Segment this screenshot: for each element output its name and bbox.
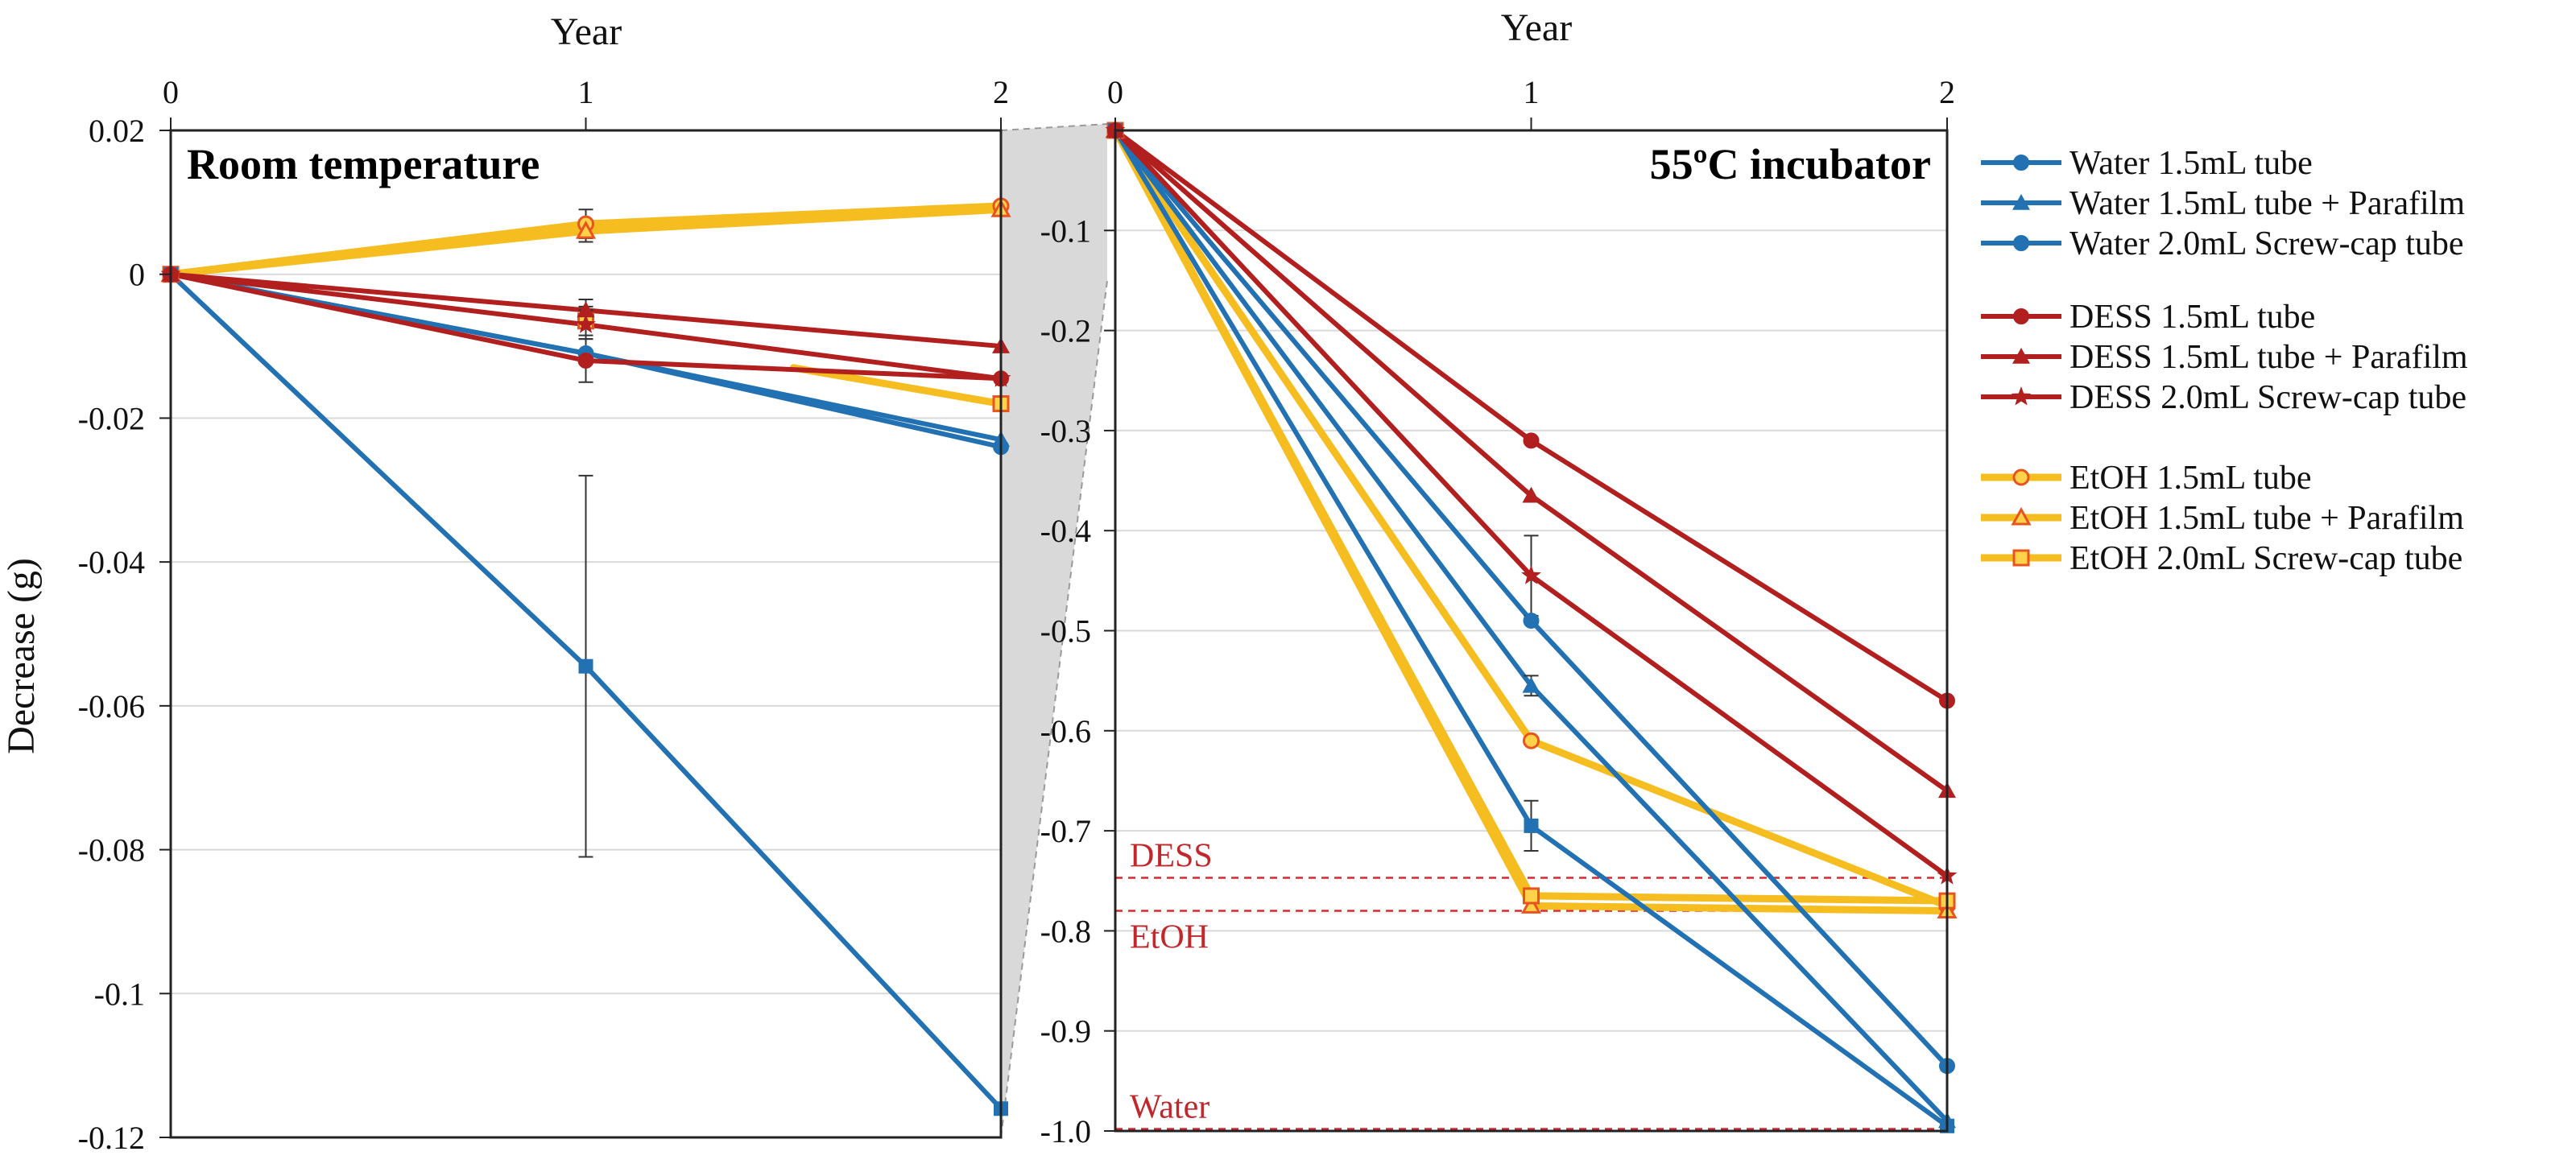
room-series-line (789, 364, 1005, 408)
legend-marker (2012, 194, 2030, 210)
room-y-tick-label: -0.04 (78, 544, 145, 580)
legend-item: DESS 1.5mL tube + Parafilm (1981, 339, 2468, 376)
room-plot-frame (169, 129, 1003, 1139)
legend-label: DESS 1.5mL tube + Parafilm (2069, 339, 2468, 376)
room-x-tick-label: 0 (163, 74, 179, 110)
legend-label: DESS 2.0mL Screw-cap tube (2069, 379, 2466, 416)
incubator-data-point (1521, 565, 1541, 584)
incubator-data-point (1523, 887, 1540, 905)
y-axis-label: Decrease (g) (0, 558, 43, 754)
room-x-axis-label: Year (551, 10, 622, 53)
incubator-y-tick-label: -0.9 (1040, 1013, 1091, 1050)
legend-label: EtOH 1.5mL tube + Parafilm (2069, 500, 2464, 537)
legend-label: EtOH 2.0mL Screw-cap tube (2069, 540, 2462, 577)
room-data-point (578, 658, 593, 674)
zoom-connector-area (1001, 124, 1107, 1137)
incubator-data-point (1522, 676, 1540, 693)
incubator-x-tick-label: 2 (1939, 74, 1955, 110)
legend-item: EtOH 2.0mL Screw-cap tube (1981, 540, 2462, 577)
room-y-tick-label: -0.12 (78, 1120, 145, 1156)
ref-label-etoh: EtOH (1130, 919, 1209, 956)
legend-label: Water 1.5mL tube (2069, 145, 2313, 182)
legend-item: Water 2.0mL Screw-cap tube (1981, 225, 2464, 262)
room-panel-title: Room temperature (187, 140, 540, 188)
legend-marker (2011, 506, 2032, 526)
legend-marker (2012, 549, 2030, 567)
zoom-connector (1000, 123, 1108, 1138)
room-axes: 0.02 0 -0.02 -0.04 -0.06 -0.08 -0.1 -0.12 0 1 2 (78, 74, 1009, 1156)
incubator-y-tick-label: -0.5 (1040, 613, 1091, 650)
room-data-point (575, 221, 597, 239)
legend-item: DESS 2.0mL Screw-cap tube (1981, 379, 2466, 416)
legend-marker (2011, 386, 2032, 406)
legend-label: DESS 1.5mL tube (2069, 299, 2315, 336)
room-y-tick-label: -0.1 (94, 976, 145, 1012)
legend-item: Water 1.5mL tube + Parafilm (1981, 185, 2465, 222)
incubator-data-point (1523, 432, 1540, 449)
room-series (160, 197, 1011, 1116)
incubator-data-point (1522, 486, 1540, 503)
incubator-plot-frame (1114, 129, 1949, 1133)
incubator-x-tick-label: 0 (1107, 74, 1123, 110)
incubator-y-tick-label: -0.6 (1040, 713, 1091, 749)
room-y-tick-label: -0.02 (78, 400, 145, 436)
room-data-point (577, 301, 595, 318)
incubator-y-tick-label: -0.7 (1040, 813, 1091, 849)
room-data-point (577, 352, 594, 369)
incubator-data-point (1523, 613, 1540, 629)
legend-label: Water 1.5mL tube + Parafilm (2069, 185, 2465, 222)
legend-marker (2013, 235, 2029, 251)
incubator-y-tick-label: -0.2 (1040, 313, 1091, 349)
incubator-y-tick-label: -0.8 (1040, 913, 1091, 949)
incubator-x-tick-label: 1 (1524, 74, 1540, 110)
legend-item: EtOH 1.5mL tube (1981, 460, 2312, 497)
room-y-tick-label: 0 (129, 257, 145, 293)
incubator-panel-title: 55ºC incubator (1650, 140, 1931, 188)
legend-marker (2012, 348, 2030, 364)
legend-label: EtOH 1.5mL tube (2069, 460, 2312, 497)
room-data-point (576, 314, 596, 333)
legend-marker (2013, 308, 2029, 324)
legend-marker (2013, 155, 2029, 171)
legend-item: DESS 1.5mL tube (1981, 299, 2315, 336)
room-y-tick-label: -0.08 (78, 832, 145, 869)
incubator-y-tick-label: -1.0 (1040, 1113, 1091, 1149)
incubator-y-tick-label: -0.4 (1040, 513, 1091, 549)
incubator-y-tick-label: -0.3 (1040, 413, 1091, 449)
room-x-tick-label: 2 (993, 74, 1009, 110)
incubator-data-point (1524, 818, 1539, 833)
incubator-data-point (1523, 732, 1540, 749)
zoom-connector-edge (1000, 280, 1108, 1138)
legend-item: EtOH 1.5mL tube + Parafilm (1981, 500, 2464, 537)
incubator-series (1105, 119, 1958, 1133)
panel-room-temperature: 0.02 0 -0.02 -0.04 -0.06 -0.08 -0.1 -0.12 0 1 2 Ro… (78, 10, 1011, 1156)
ref-label-dess: DESS (1130, 838, 1213, 875)
room-y-tick-label: 0.02 (89, 113, 145, 149)
legend-item: Water 1.5mL tube (1981, 145, 2313, 182)
legend-marker (2012, 468, 2030, 486)
room-y-tick-label: -0.06 (78, 688, 145, 724)
room-x-tick-label: 1 (578, 74, 594, 110)
incubator-x-axis-label: Year (1501, 6, 1572, 49)
incubator-axes: -0.1 -0.2 -0.3 -0.4 -0.5 -0.6 -0.7 -0.8 -0.9 -1.0… (1040, 74, 1955, 1149)
ref-label-water: Water (1130, 1089, 1209, 1126)
incubator-y-tick-label: -0.1 (1040, 213, 1091, 249)
legend-label: Water 2.0mL Screw-cap tube (2069, 225, 2464, 262)
incubator-data-point (1520, 895, 1542, 914)
